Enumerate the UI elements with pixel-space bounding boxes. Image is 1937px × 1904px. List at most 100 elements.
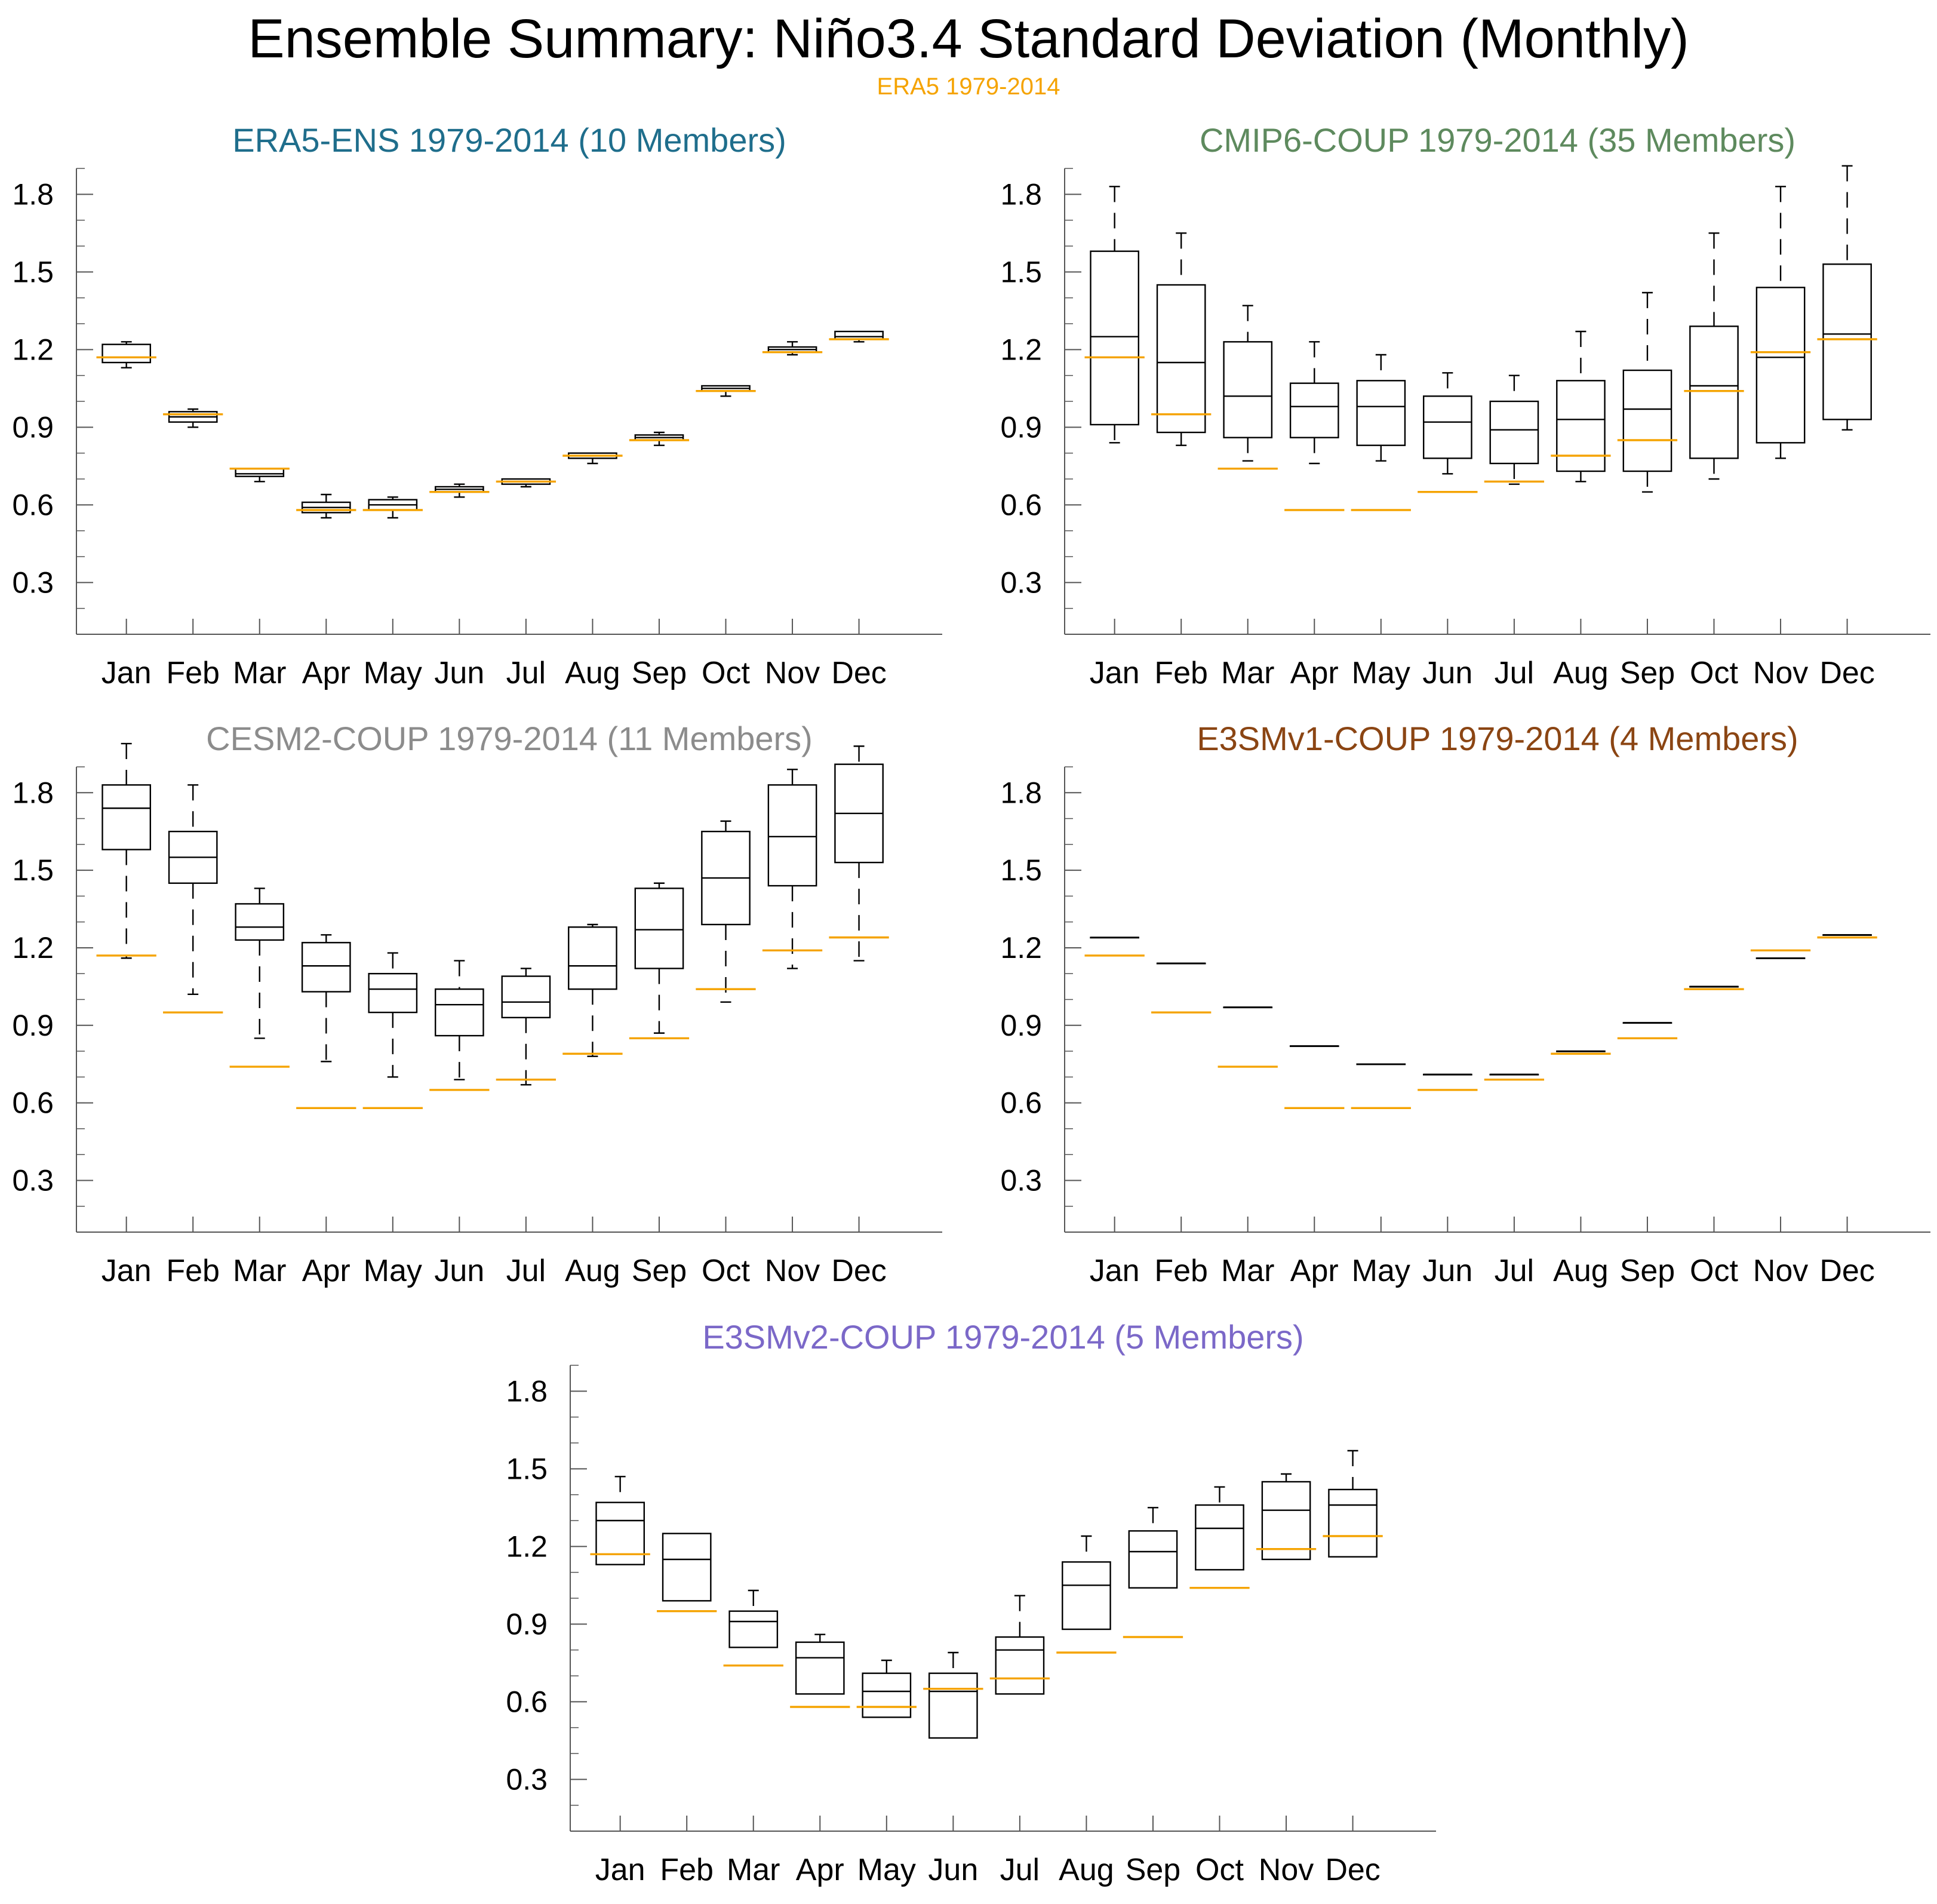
- box-iqr: [501, 975, 551, 1018]
- y-tick-label: 0.3: [1000, 566, 1042, 599]
- x-tick-label: May: [364, 656, 422, 690]
- box-jan: [96, 742, 156, 959]
- box-iqr: [595, 1501, 645, 1565]
- box-iqr: [1689, 325, 1739, 459]
- x-tick-label: Jan: [102, 1254, 152, 1288]
- box-sep: [629, 431, 690, 446]
- box-iqr: [1195, 1504, 1244, 1571]
- box-dec: [1817, 934, 1877, 939]
- box-may: [856, 1659, 917, 1718]
- box-feb: [1151, 962, 1212, 1014]
- box-iqr: [795, 1641, 845, 1695]
- y-tick-label: 1.2: [506, 1530, 548, 1563]
- y-tick-label: 1.8: [1000, 177, 1042, 211]
- box-feb: [657, 1533, 717, 1613]
- x-tick-label: Sep: [1620, 1254, 1675, 1288]
- x-tick-label: Mar: [233, 656, 287, 690]
- box-jun: [1418, 1073, 1478, 1091]
- x-tick-label: Feb: [166, 1254, 220, 1288]
- box-apr: [296, 934, 356, 1109]
- y-tick-label: 0.3: [1000, 1163, 1042, 1197]
- box-nov: [762, 341, 823, 356]
- x-tick-label: Aug: [565, 1254, 620, 1288]
- panel-title: E3SMv1-COUP 1979-2014 (4 Members): [1197, 720, 1798, 757]
- box-iqr: [1489, 400, 1539, 465]
- x-tick-label: Jun: [434, 656, 484, 690]
- box-aug: [1551, 330, 1611, 483]
- figure-title: Ensemble Summary: Niño3.4 Standard Devia…: [248, 8, 1689, 69]
- box-may: [1351, 354, 1411, 511]
- box-dec: [829, 745, 889, 962]
- box-oct: [1684, 985, 1744, 990]
- x-tick-label: Mar: [233, 1254, 287, 1288]
- panel-3: CESM2-COUP 1979-2014 (11 Members) 0.3 0.6 0…: [12, 720, 942, 1288]
- x-tick-label: Dec: [1819, 1254, 1874, 1288]
- x-tick-label: Oct: [702, 656, 750, 690]
- box-mar: [1217, 1006, 1278, 1068]
- panel-title: CMIP6-COUP 1979-2014 (35 Members): [1200, 121, 1795, 159]
- box-aug: [562, 923, 623, 1057]
- box-iqr: [662, 1533, 712, 1602]
- box-aug: [1056, 1535, 1117, 1654]
- box-feb: [163, 784, 223, 1014]
- y-tick-label: 1.5: [1000, 255, 1042, 288]
- panel-title: CESM2-COUP 1979-2014 (11 Members): [206, 720, 813, 757]
- x-tick-label: Dec: [1325, 1853, 1380, 1887]
- box-jan: [1084, 186, 1145, 444]
- box-dec: [1817, 165, 1877, 431]
- box-dec: [829, 330, 889, 343]
- box-iqr: [1062, 1561, 1111, 1630]
- x-tick-label: Feb: [166, 656, 220, 690]
- x-tick-label: Dec: [831, 1254, 886, 1288]
- x-tick-label: Jul: [506, 656, 546, 690]
- y-tick-label: 0.6: [1000, 1086, 1042, 1120]
- box-iqr: [568, 926, 617, 990]
- x-tick-label: Apr: [302, 656, 350, 690]
- box-mar: [723, 1589, 783, 1667]
- box-may: [1351, 1063, 1411, 1109]
- y-tick-label: 1.2: [12, 931, 54, 965]
- box-iqr: [235, 468, 285, 477]
- y-tick-label: 0.9: [506, 1607, 548, 1641]
- box-iqr: [1622, 369, 1672, 472]
- box-iqr: [862, 1672, 912, 1718]
- box-iqr: [728, 1610, 779, 1648]
- y-tick-label: 0.6: [506, 1685, 548, 1718]
- box-jan: [96, 341, 156, 368]
- box-dec: [1323, 1450, 1383, 1558]
- box-aug: [1551, 1050, 1611, 1055]
- box-mar: [1217, 305, 1278, 470]
- box-iqr: [1128, 1530, 1178, 1589]
- box-aug: [562, 452, 623, 465]
- x-tick-label: May: [1352, 656, 1410, 690]
- box-iqr: [1356, 380, 1406, 446]
- box-apr: [1284, 1045, 1345, 1109]
- box-oct: [696, 385, 756, 397]
- box-apr: [790, 1633, 850, 1708]
- x-tick-label: Jun: [928, 1853, 978, 1887]
- x-tick-label: May: [364, 1254, 422, 1288]
- x-tick-label: Sep: [632, 656, 687, 690]
- x-tick-label: Jul: [506, 1254, 546, 1288]
- y-tick-label: 1.5: [12, 853, 54, 887]
- x-tick-label: Apr: [1290, 1254, 1339, 1288]
- y-tick-label: 1.2: [12, 333, 54, 366]
- x-tick-label: Aug: [1553, 656, 1609, 690]
- x-tick-label: Oct: [1690, 1254, 1738, 1288]
- panel-title: ERA5-ENS 1979-2014 (10 Members): [232, 121, 786, 159]
- x-tick-label: Dec: [831, 656, 886, 690]
- x-tick-label: Aug: [1553, 1254, 1609, 1288]
- box-jul: [496, 968, 556, 1086]
- x-tick-label: Mar: [727, 1853, 780, 1887]
- y-tick-label: 0.3: [12, 1163, 54, 1197]
- panel-4: E3SMv1-COUP 1979-2014 (4 Members) 0.3 0.6 0…: [1000, 720, 1930, 1288]
- box-jun: [429, 960, 490, 1091]
- x-tick-label: Nov: [765, 1254, 820, 1288]
- box-oct: [696, 820, 756, 1003]
- box-iqr: [301, 942, 351, 993]
- box-nov: [1750, 186, 1811, 459]
- box-mar: [229, 467, 290, 483]
- x-tick-label: Dec: [1819, 656, 1874, 690]
- box-apr: [296, 493, 356, 519]
- x-tick-label: Nov: [1259, 1853, 1314, 1887]
